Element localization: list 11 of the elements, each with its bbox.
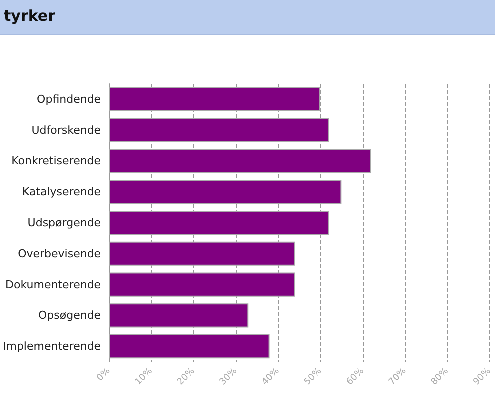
x-tick-label: 0% bbox=[95, 366, 113, 384]
y-tick-label: Overbevisende bbox=[18, 247, 102, 260]
y-tick-label: Implementerende bbox=[2, 340, 102, 354]
y-tick-label: Katalyserende bbox=[22, 186, 102, 199]
y-tick-label: Udforskende bbox=[32, 124, 102, 137]
y-tick-label: Konkretiserende bbox=[12, 154, 102, 168]
y-tick-label: Dokumenterende bbox=[6, 278, 102, 292]
y-tick-label: Opfindende bbox=[37, 92, 102, 106]
chart-title: tyrker bbox=[4, 7, 56, 25]
y-tick-label: Opsøgende bbox=[38, 309, 102, 322]
y-tick-label: Udspørgende bbox=[28, 216, 102, 230]
